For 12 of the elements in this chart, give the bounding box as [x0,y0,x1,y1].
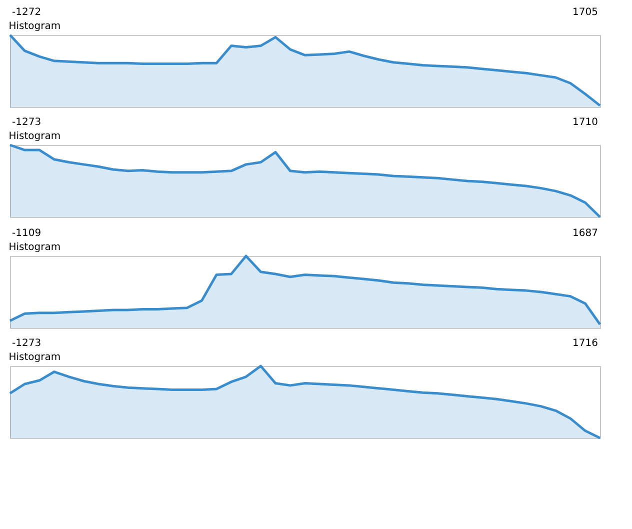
text: -1109 [12,228,42,239]
text: 1710 [572,117,598,128]
text: -1273 [12,338,42,349]
text: 1705 [572,7,598,18]
text: 1687 [572,228,598,239]
chart-title: Histogram [8,242,61,253]
chart-title: Histogram [8,20,61,32]
text: 1716 [572,338,598,349]
text: -1272 [12,7,42,18]
text: -1273 [12,117,42,128]
chart-title: Histogram [8,352,61,363]
chart-title: Histogram [8,130,61,142]
